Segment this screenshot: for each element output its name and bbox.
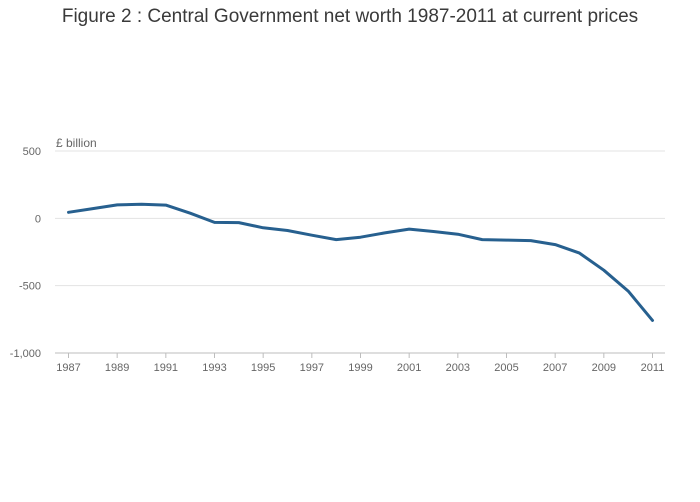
x-tick-label: 2009 xyxy=(592,362,616,374)
y-tick-label: 0 xyxy=(35,213,41,225)
x-tick-label: 1987 xyxy=(56,362,80,374)
y-tick-label: -1,000 xyxy=(10,348,41,360)
x-tick-label: 2003 xyxy=(446,362,470,374)
x-tick-label: 2011 xyxy=(641,362,665,374)
series-line xyxy=(67,202,654,322)
x-tick-label: 1991 xyxy=(154,362,178,374)
x-tick-label: 2005 xyxy=(494,362,518,374)
x-tick-label: 1989 xyxy=(105,362,129,374)
y-tick-label: 500 xyxy=(23,146,41,158)
y-tick-label: -500 xyxy=(19,281,41,293)
x-tick-label: 1995 xyxy=(251,362,275,374)
chart-title: Figure 2 : Central Government net worth … xyxy=(61,6,639,27)
x-tick-label: 2001 xyxy=(397,362,421,374)
y-axis-unit-label: £ billion xyxy=(56,136,97,150)
x-tick-label: 2007 xyxy=(543,362,567,374)
x-tick-label: 1997 xyxy=(300,362,324,374)
x-tick-label: 1993 xyxy=(202,362,226,374)
x-tick-label: 1999 xyxy=(348,362,372,374)
